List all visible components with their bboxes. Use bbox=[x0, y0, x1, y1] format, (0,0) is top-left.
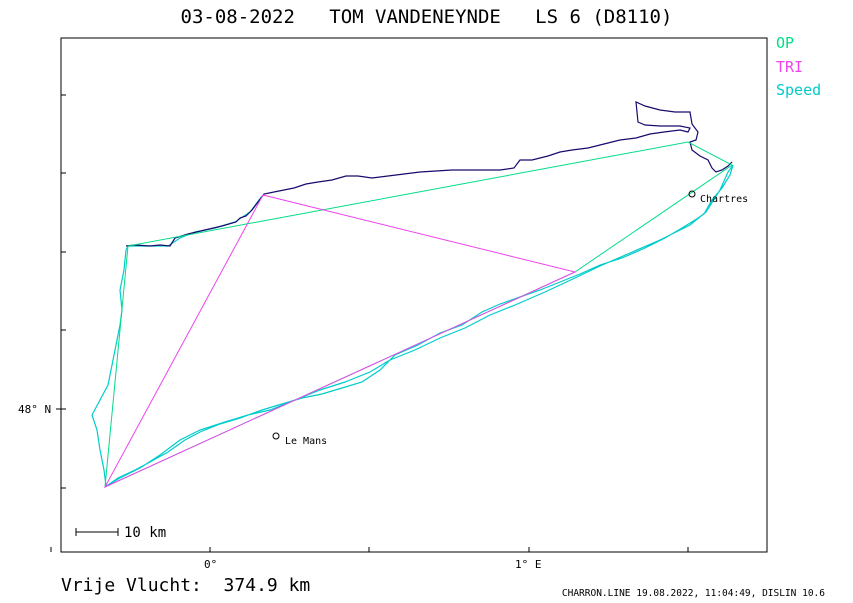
legend-speed: Speed bbox=[776, 81, 822, 99]
x-label-1e: 1° E bbox=[515, 558, 542, 571]
place-marker-chartres bbox=[688, 190, 696, 198]
footer-credit: CHARRON.LINE 19.08.2022, 11:04:49, DISLI… bbox=[561, 588, 825, 599]
place-marker-le-mans bbox=[272, 432, 280, 440]
speed-track bbox=[91, 164, 734, 488]
legend-tri: TRI bbox=[776, 58, 804, 76]
scale-bar bbox=[75, 528, 119, 536]
flight-track bbox=[125, 101, 733, 247]
x-ticks bbox=[50, 547, 689, 552]
place-label-chartres: Chartres bbox=[700, 194, 748, 205]
map-title: 03-08-2022 TOM VANDENEYNDE LS 6 (D8110) bbox=[180, 6, 673, 28]
y-label-48n: 48° N bbox=[18, 403, 51, 416]
x-label-0: 0° bbox=[204, 558, 217, 571]
scale-bar-label: 10 km bbox=[124, 525, 166, 541]
op-legs bbox=[104, 141, 733, 488]
tri-triangle bbox=[103, 194, 577, 489]
y-ticks bbox=[61, 94, 66, 489]
free-flight-distance: Vrije Vlucht: 374.9 km bbox=[61, 575, 311, 596]
legend-op: OP bbox=[776, 34, 795, 52]
map-frame bbox=[60, 37, 768, 553]
place-label-le-mans: Le Mans bbox=[285, 436, 327, 447]
